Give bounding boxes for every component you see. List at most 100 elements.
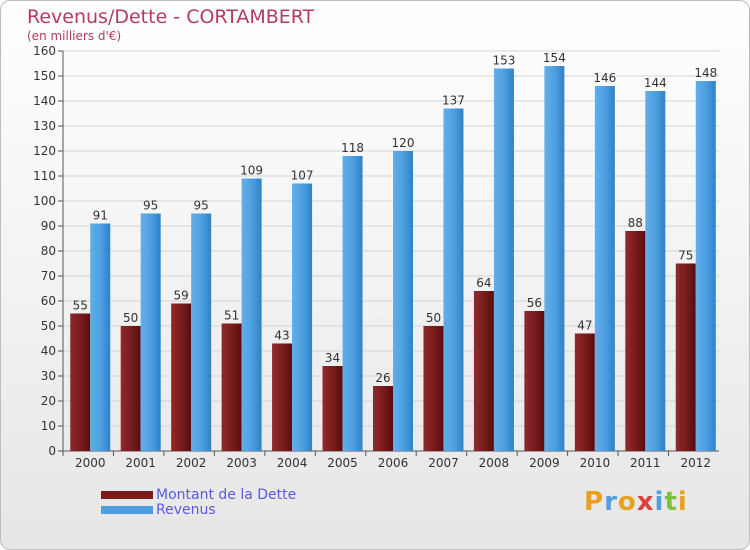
y-tick-label: 120 — [33, 144, 56, 158]
data-label: 75 — [678, 249, 693, 263]
x-tick-label: 2012 — [680, 456, 711, 470]
bar-revenus — [695, 81, 716, 451]
data-label: 47 — [577, 319, 592, 333]
data-label: 120 — [392, 136, 415, 150]
logo-letter: t — [664, 487, 678, 517]
bar-dette — [524, 311, 545, 451]
bar-revenus — [191, 213, 212, 451]
bar-revenus — [90, 223, 111, 451]
legend-label-dette: Montant de la Dette — [156, 486, 297, 503]
data-label: 107 — [291, 169, 314, 183]
bar-dette — [625, 231, 646, 451]
bar-dette — [272, 343, 293, 451]
data-label: 56 — [527, 296, 542, 310]
bar-dette — [120, 326, 141, 451]
data-label: 59 — [174, 289, 189, 303]
data-label: 137 — [442, 94, 465, 108]
y-tick-label: 20 — [41, 394, 56, 408]
legend-label-revenus: Revenus — [156, 501, 216, 518]
data-label: 34 — [325, 351, 340, 365]
data-label: 50 — [123, 311, 138, 325]
x-tick-label: 2008 — [479, 456, 510, 470]
y-tick-label: 40 — [41, 344, 56, 358]
data-label: 88 — [628, 216, 643, 230]
legend-item-dette: Montant de la Dette — [101, 486, 297, 503]
bar-dette — [473, 291, 494, 451]
data-label: 95 — [143, 199, 158, 213]
logo-letter: o — [617, 487, 637, 517]
y-tick-label: 0 — [48, 444, 56, 458]
bar-revenus — [493, 68, 514, 451]
data-label: 144 — [644, 76, 667, 90]
y-tick-label: 100 — [33, 194, 56, 208]
data-label: 95 — [194, 199, 209, 213]
legend: Montant de la Dette Revenus — [101, 486, 297, 518]
bar-dette — [423, 326, 444, 451]
x-tick-label: 2009 — [529, 456, 560, 470]
data-label: 153 — [492, 54, 515, 68]
x-tick-label: 2004 — [277, 456, 308, 470]
data-label: 148 — [694, 66, 717, 80]
bar-revenus — [342, 156, 363, 451]
legend-swatch-revenus — [101, 505, 153, 514]
bar-dette — [221, 323, 242, 451]
logo-letter: r — [604, 487, 618, 517]
bar-dette — [574, 333, 595, 451]
y-tick-label: 160 — [33, 44, 56, 58]
bar-revenus — [443, 108, 464, 451]
x-tick-label: 2005 — [327, 456, 358, 470]
bar-revenus — [241, 178, 262, 451]
y-tick-label: 140 — [33, 94, 56, 108]
bar-dette — [322, 366, 343, 451]
logo-letter: P — [584, 487, 605, 517]
x-tick-label: 2010 — [580, 456, 611, 470]
x-tick-label: 2007 — [428, 456, 459, 470]
y-tick-label: 90 — [41, 219, 56, 233]
bar-revenus — [544, 66, 565, 451]
y-tick-label: 10 — [41, 419, 56, 433]
logo-letter: x — [636, 487, 655, 517]
data-label: 55 — [73, 299, 88, 313]
data-label: 50 — [426, 311, 441, 325]
y-tick-label: 110 — [33, 169, 56, 183]
x-tick-label: 2000 — [75, 456, 106, 470]
proxiti-logo: Proxiti — [584, 487, 688, 517]
legend-swatch-dette — [101, 490, 153, 499]
bar-revenus — [292, 183, 313, 451]
x-tick-label: 2006 — [378, 456, 409, 470]
bar-dette — [373, 386, 393, 451]
data-label: 43 — [274, 329, 289, 343]
logo-letter: i — [677, 487, 688, 517]
y-tick-label: 150 — [33, 69, 56, 83]
bar-revenus — [393, 151, 413, 451]
x-tick-label: 2003 — [226, 456, 257, 470]
y-tick-label: 30 — [41, 369, 56, 383]
chart-title: Revenus/Dette - CORTAMBERT — [27, 6, 315, 28]
y-tick-label: 70 — [41, 269, 56, 283]
y-tick-label: 60 — [41, 294, 56, 308]
x-tick-label: 2001 — [125, 456, 156, 470]
data-label: 26 — [375, 371, 390, 385]
data-label: 64 — [476, 276, 491, 290]
bar-revenus — [594, 86, 615, 451]
bar-dette — [171, 303, 192, 451]
data-label: 154 — [543, 51, 566, 65]
logo-letter: i — [654, 487, 665, 517]
data-label: 91 — [93, 209, 108, 223]
data-label: 51 — [224, 309, 239, 323]
x-tick-label: 2002 — [176, 456, 207, 470]
bar-dette — [70, 313, 91, 451]
data-label: 118 — [341, 141, 364, 155]
y-tick-label: 130 — [33, 119, 56, 133]
bar-revenus — [140, 213, 161, 451]
x-tick-label: 2011 — [630, 456, 661, 470]
y-tick-label: 80 — [41, 244, 56, 258]
legend-item-revenus: Revenus — [101, 501, 296, 518]
bar-revenus — [645, 91, 666, 451]
data-label: 146 — [593, 71, 616, 85]
bar-dette — [675, 263, 696, 451]
y-tick-label: 50 — [41, 319, 56, 333]
data-label: 109 — [240, 164, 263, 178]
